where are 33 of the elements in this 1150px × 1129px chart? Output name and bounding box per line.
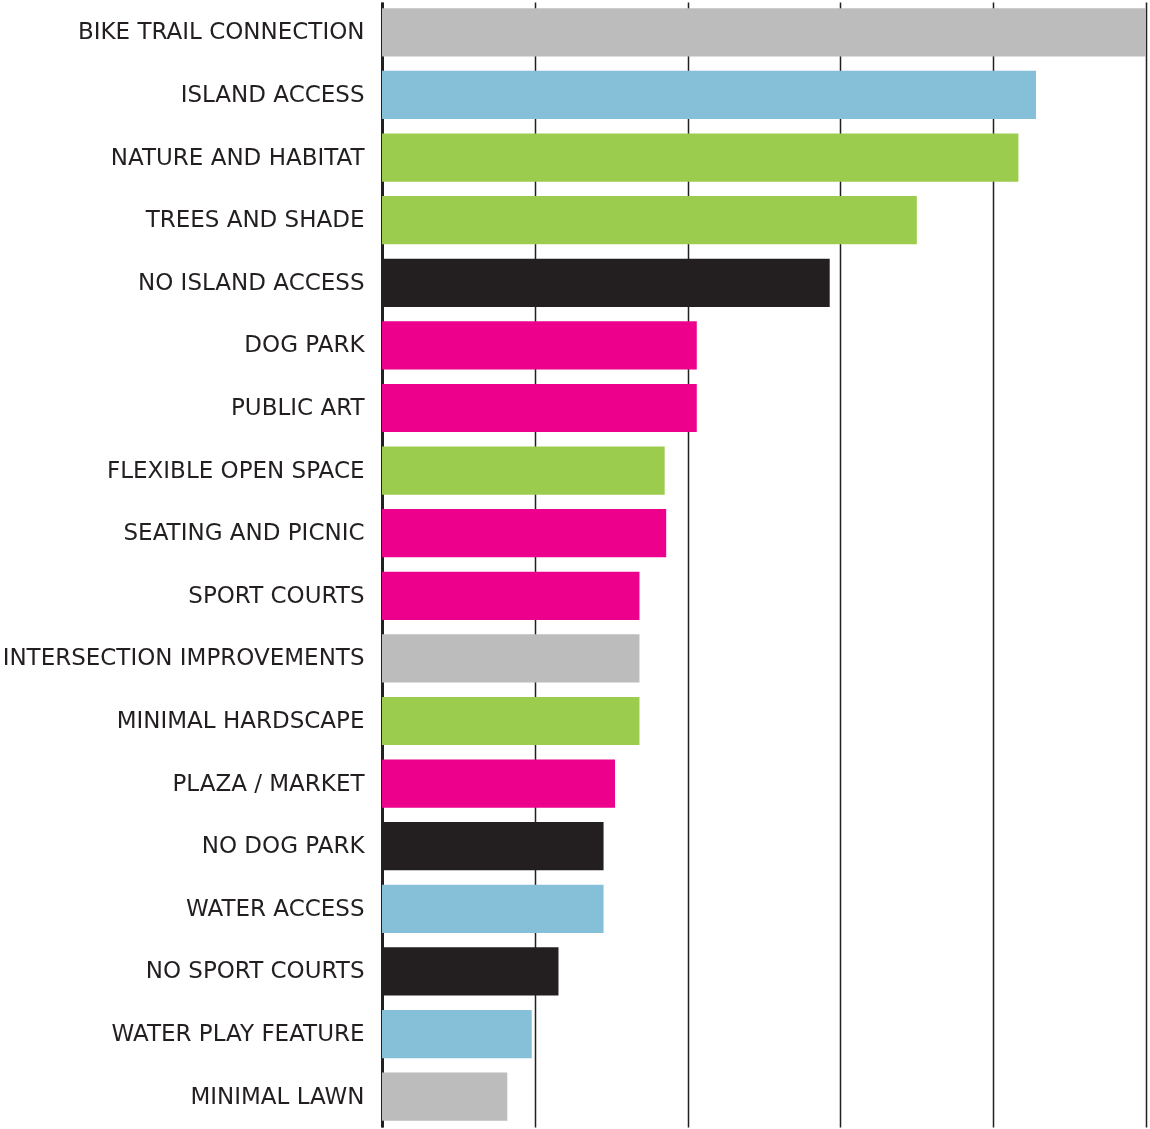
- bar: [382, 133, 1019, 182]
- y-tick-label: NO DOG PARK: [201, 832, 366, 859]
- bar: [382, 70, 1036, 120]
- y-tick-label: INTERSECTION IMPROVEMENTS: [2, 644, 365, 671]
- y-tick-label: NO ISLAND ACCESS: [138, 268, 365, 295]
- y-tick-label: WATER ACCESS: [186, 894, 365, 921]
- y-tick-label: MINIMAL LAWN: [190, 1082, 365, 1109]
- bar: [382, 8, 1146, 57]
- y-tick-label: ISLAND ACCESS: [180, 80, 365, 107]
- y-tick-label: PUBLIC ART: [230, 393, 366, 420]
- y-tick-label: TREES AND SHADE: [144, 206, 365, 233]
- bar: [382, 759, 616, 808]
- bar: [382, 1009, 532, 1059]
- bar: [382, 696, 640, 746]
- y-tick-label: FLEXIBLE OPEN SPACE: [107, 456, 365, 483]
- y-tick-label: SPORT COURTS: [188, 581, 365, 608]
- bar: [382, 1072, 508, 1121]
- bar: [382, 884, 604, 933]
- bar: [382, 446, 665, 495]
- y-tick-label: SEATING AND PICNIC: [123, 519, 365, 546]
- bar: [382, 509, 667, 558]
- bar: [382, 321, 697, 370]
- y-tick-label: PLAZA / MARKET: [172, 769, 366, 796]
- y-tick-label: NO SPORT COURTS: [145, 957, 365, 984]
- y-tick-label: NATURE AND HABITAT: [110, 143, 366, 170]
- y-tick-label: BIKE TRAIL CONNECTION: [77, 18, 365, 45]
- bar: [382, 571, 640, 620]
- y-tick-label: DOG PARK: [244, 331, 366, 358]
- bar: [382, 196, 917, 245]
- y-tick-label: MINIMAL HARDSCAPE: [116, 707, 365, 734]
- bar: [382, 383, 697, 433]
- y-tick-label: WATER PLAY FEATURE: [111, 1020, 365, 1047]
- bar: [382, 634, 640, 683]
